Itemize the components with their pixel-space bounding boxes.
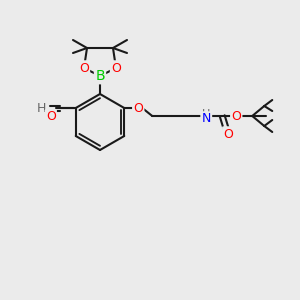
Text: H: H	[202, 109, 210, 119]
Text: O: O	[133, 101, 143, 115]
Text: O: O	[111, 61, 121, 74]
Text: O: O	[231, 110, 241, 122]
Text: H: H	[37, 101, 46, 115]
Text: O: O	[223, 128, 233, 140]
Text: O: O	[46, 110, 56, 124]
Text: N: N	[202, 112, 211, 125]
Text: O: O	[79, 61, 89, 74]
Text: B: B	[95, 69, 105, 83]
